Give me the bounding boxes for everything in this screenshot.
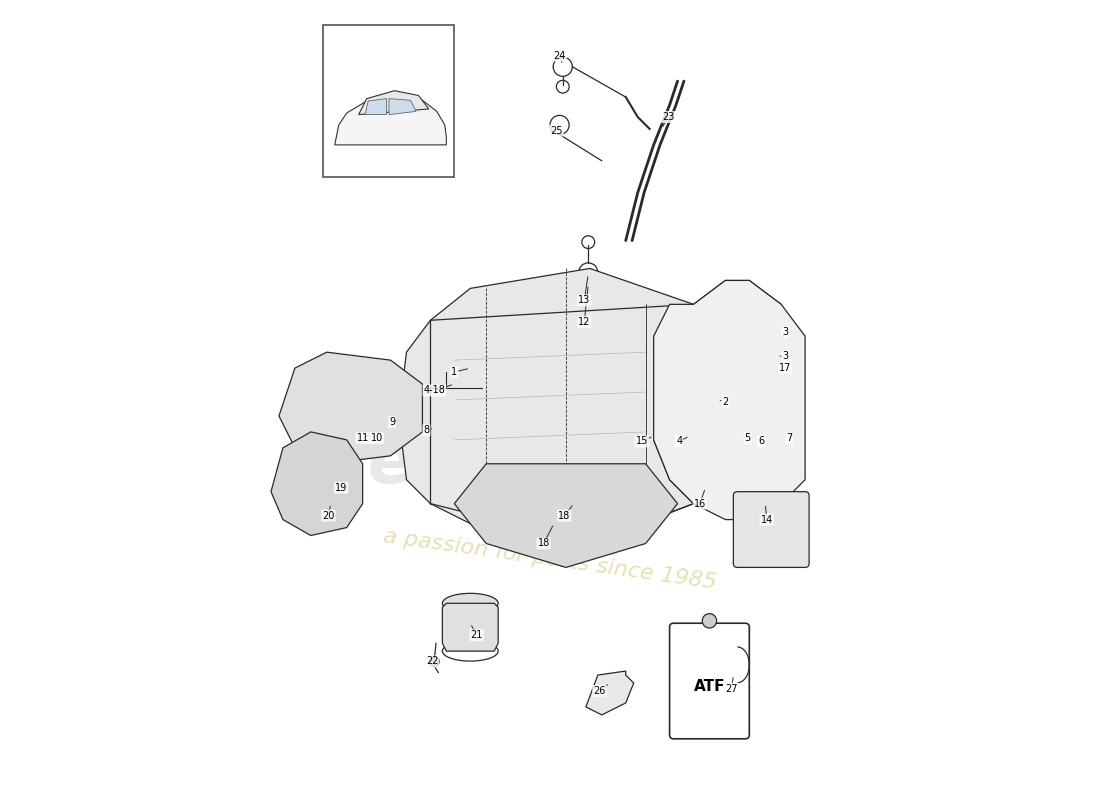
Polygon shape [454,464,678,567]
Text: 22: 22 [426,657,438,666]
Text: 27: 27 [726,683,738,694]
Circle shape [430,657,439,666]
Text: 21: 21 [471,630,483,640]
Text: 26: 26 [593,686,606,696]
Text: ATF: ATF [694,679,725,694]
Text: 18: 18 [538,538,550,549]
Ellipse shape [442,594,498,614]
Text: 4: 4 [676,437,682,446]
Polygon shape [586,671,634,715]
Ellipse shape [702,614,716,628]
Text: 20: 20 [322,510,334,521]
Text: 16: 16 [694,498,706,509]
Text: a passion for parts since 1985: a passion for parts since 1985 [382,526,718,593]
Polygon shape [279,352,422,464]
Text: 5: 5 [745,434,751,443]
Text: 18: 18 [558,510,571,521]
Polygon shape [442,603,498,651]
FancyBboxPatch shape [734,492,810,567]
Text: 6: 6 [758,437,764,446]
Polygon shape [359,90,429,114]
Polygon shape [334,95,447,145]
Text: 7: 7 [786,434,792,443]
Text: 25: 25 [550,126,562,135]
FancyBboxPatch shape [670,623,749,739]
Text: 13: 13 [579,295,591,306]
Polygon shape [653,281,805,519]
Polygon shape [389,98,416,114]
Text: 17: 17 [779,363,791,373]
Text: 3: 3 [782,351,789,361]
Text: 9: 9 [389,418,395,427]
Text: 14: 14 [761,514,773,525]
Text: 11: 11 [356,434,369,443]
Text: 3: 3 [782,327,789,338]
Text: 24: 24 [553,50,565,61]
Polygon shape [365,98,386,114]
Polygon shape [271,432,363,535]
Text: 8: 8 [424,426,429,435]
Circle shape [353,138,367,152]
Text: 4-18: 4-18 [424,386,446,395]
Text: 15: 15 [636,437,648,446]
Text: 23: 23 [662,112,674,122]
Text: euroParts: euroParts [367,430,733,497]
Text: 12: 12 [579,317,591,327]
Text: 10: 10 [371,434,383,443]
Text: 19: 19 [336,482,348,493]
Text: 1: 1 [451,367,458,377]
Circle shape [421,138,436,152]
FancyBboxPatch shape [322,26,454,177]
Polygon shape [398,269,693,543]
Text: 2: 2 [723,397,728,406]
